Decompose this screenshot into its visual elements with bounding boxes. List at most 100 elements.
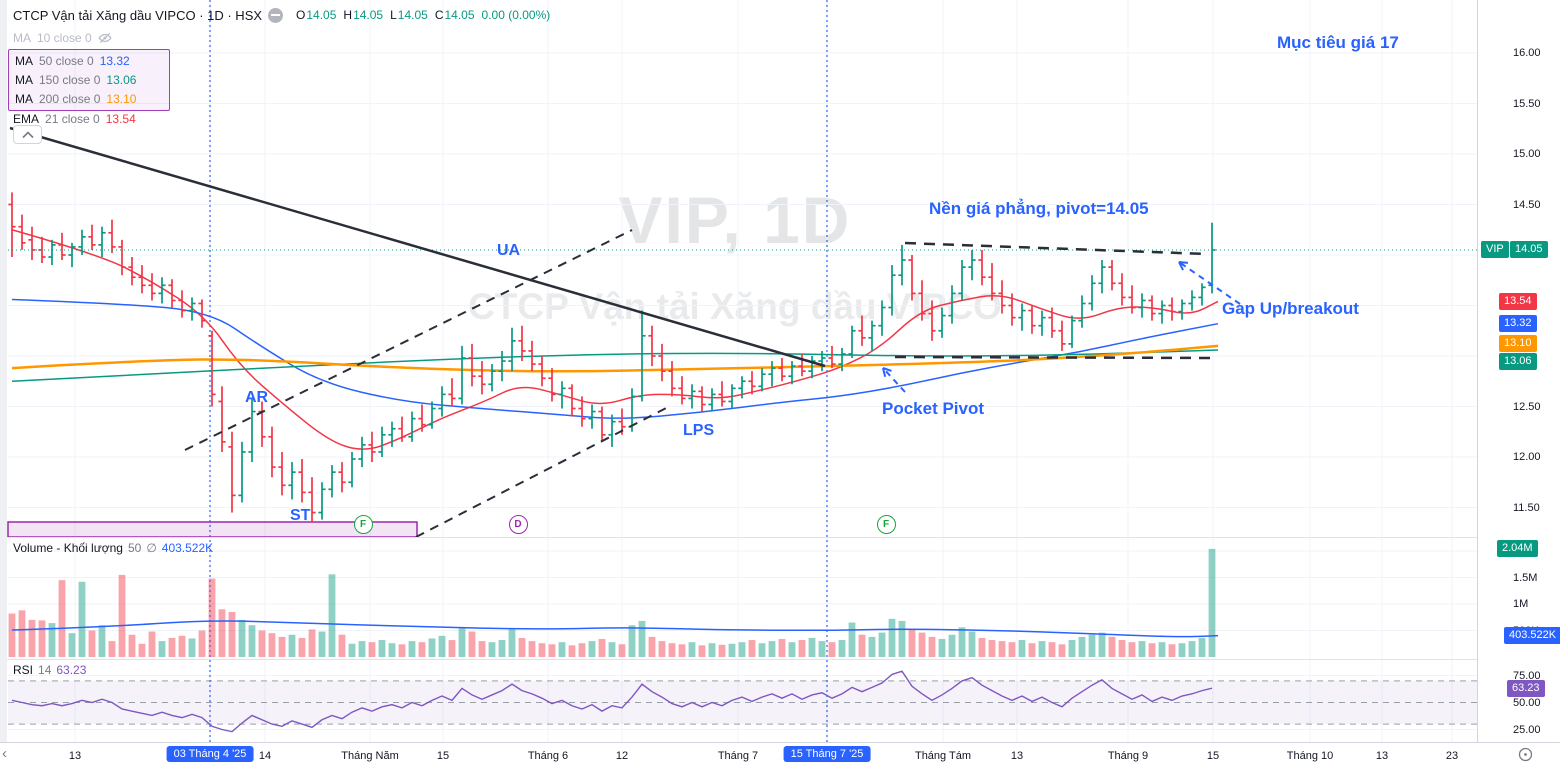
drawing-text-lps[interactable]: LPS	[683, 422, 715, 439]
volume-bar	[798, 640, 806, 657]
open-value: 14.05	[306, 8, 337, 22]
volume-bar	[1178, 643, 1186, 657]
drawing-text-st[interactable]: ST	[290, 507, 311, 524]
time-axis-label: Tháng 6	[527, 750, 569, 762]
axis-label: 50.00	[1513, 696, 1541, 709]
symbol-row[interactable]: CTCP Vận tải Xăng dầu VIPCO · 1D · HSX O…	[13, 6, 550, 24]
symbol-tag-chip: VIP	[1481, 241, 1509, 259]
overlay-ma200	[11, 344, 1219, 373]
volume-bar	[838, 640, 846, 657]
axis-label: 1.5M	[1513, 571, 1538, 584]
rsi-value: 63.23	[56, 663, 87, 677]
drawing-text-ua[interactable]: UA	[497, 242, 521, 259]
volume-bar	[528, 641, 536, 657]
rsi-pane-header[interactable]: RSI 14 63.23	[13, 663, 87, 677]
indicator-row-ma200[interactable]: MA 200 close 0 13.10	[15, 92, 137, 106]
flag-marker-f[interactable]: F	[353, 514, 373, 534]
indicator-row-ema21[interactable]: EMA 21 close 0 13.54	[13, 112, 136, 126]
volume-bar	[758, 643, 766, 657]
price-axis[interactable]: 16.0015.5015.0014.5014.0012.5012.0011.50…	[1477, 0, 1560, 742]
drawing-text-price-target[interactable]: Mục tiêu giá 17	[1277, 33, 1399, 52]
volume-bar	[988, 640, 996, 657]
ma200-value: 13.10	[106, 92, 137, 106]
volume-bar	[858, 634, 866, 657]
volume-bar	[928, 636, 936, 657]
volume-bar	[428, 638, 436, 657]
volume-bar	[848, 622, 856, 657]
trendline	[904, 241, 1208, 256]
time-axis-label: Tháng 7	[717, 750, 759, 762]
volume-bar	[248, 625, 256, 657]
volume-bar	[898, 620, 906, 657]
drawing-text-pocket-pivot[interactable]: Pocket Pivot	[882, 399, 985, 418]
volume-bar	[1208, 548, 1216, 657]
volume-bar	[558, 642, 566, 657]
rsi-line	[11, 670, 1213, 733]
volume-bar	[398, 644, 406, 657]
volume-ma-line	[11, 620, 1219, 638]
volume-bar	[48, 623, 56, 657]
volume-bar	[408, 641, 416, 657]
volume-bar	[808, 637, 816, 657]
volume-bar	[648, 636, 656, 657]
volume-bar	[1168, 644, 1176, 657]
volume-bar	[958, 627, 966, 657]
volume-bar	[258, 630, 266, 657]
flag-marker-f[interactable]: F	[876, 514, 896, 534]
timezone-clock-icon[interactable]	[1518, 747, 1533, 767]
scroll-left-icon[interactable]: ‹	[2, 745, 7, 762]
indicator-row-ma150[interactable]: MA 150 close 0 13.06	[15, 73, 137, 87]
ma50-value: 13.32	[99, 54, 130, 68]
volume-bar	[18, 610, 26, 657]
volume-bar	[148, 631, 156, 657]
volume-bar	[978, 637, 986, 657]
time-axis[interactable]: ‹ 13 03 Tháng 4 '25 14 Tháng Năm 15 Tháng 6 12…	[0, 742, 1560, 768]
ema21-value: 13.54	[105, 112, 136, 126]
volume-pane-header[interactable]: Volume - Khối lượng 50 ∅ 403.522K	[13, 541, 214, 555]
chevron-up-icon	[21, 130, 34, 138]
eye-off-icon[interactable]	[98, 31, 112, 45]
drawing-text-ar[interactable]: AR	[245, 389, 269, 406]
flag-marker-d[interactable]: D	[508, 514, 528, 534]
collapse-legend-button[interactable]	[13, 125, 42, 144]
drawing-text-flat-base[interactable]: Nền giá phẳng, pivot=14.05	[929, 199, 1149, 218]
ma150-value: 13.06	[106, 73, 137, 87]
indicator-row-ma50[interactable]: MA 50 close 0 13.32	[15, 54, 130, 68]
axis-label: 75.00	[1513, 669, 1541, 682]
drawing-text-gap-up[interactable]: Gap Up/breakout	[1222, 299, 1359, 318]
axis-price-chip: 13.32	[1499, 315, 1537, 333]
time-axis-label: 13	[68, 750, 82, 762]
time-axis-label: Tháng Năm	[341, 750, 399, 762]
volume-bar	[778, 638, 786, 657]
arrow-line	[1178, 261, 1241, 305]
volume-bar	[378, 640, 386, 657]
volume-bar	[1158, 642, 1166, 657]
volume-avg-value: 403.522K	[161, 541, 214, 555]
high-label: H	[343, 8, 353, 22]
symbol-title[interactable]: CTCP Vận tải Xăng dầu VIPCO · 1D · HSX	[13, 7, 263, 23]
collapse-symbol-icon[interactable]	[268, 7, 284, 23]
volume-bar	[138, 643, 146, 657]
volume-bar	[1148, 643, 1156, 657]
volume-bar	[298, 637, 306, 657]
volume-bar	[518, 637, 526, 657]
trendline	[415, 404, 673, 538]
time-axis-label: 15	[436, 750, 450, 762]
volume-bar	[228, 611, 236, 657]
volume-bar	[28, 619, 36, 657]
volume-bar	[968, 631, 976, 657]
axis-label: 12.50	[1513, 400, 1541, 413]
volume-bar	[168, 637, 176, 657]
trendline	[894, 355, 1219, 360]
volume-bar	[668, 643, 676, 657]
close-value: 14.05	[444, 8, 475, 22]
volume-bar	[498, 640, 506, 657]
indicator-row-ma10[interactable]: MA 10 close 0	[13, 29, 112, 47]
volume-bar	[1188, 641, 1196, 657]
volume-bar	[1098, 632, 1106, 657]
volume-bar	[1008, 642, 1016, 657]
volume-bar	[338, 634, 346, 657]
volume-bar	[288, 634, 296, 657]
volume-bar	[878, 632, 886, 657]
